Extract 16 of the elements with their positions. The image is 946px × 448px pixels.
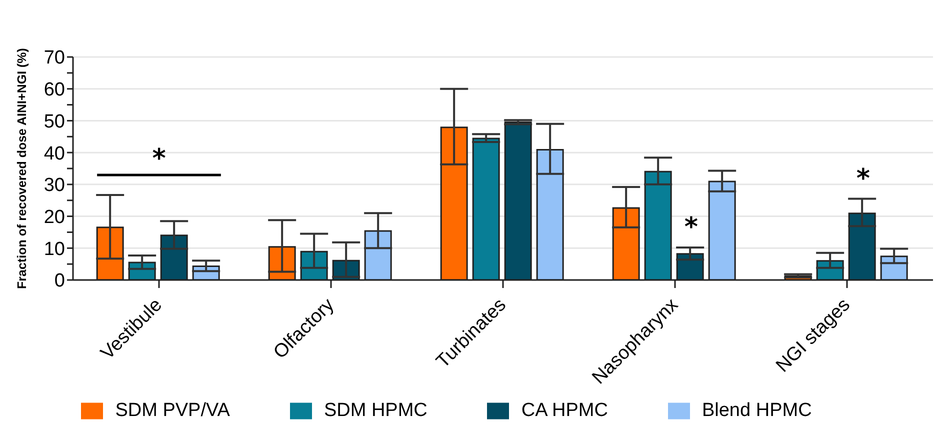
y-tick-label: 0: [54, 270, 65, 292]
y-tick-label: 40: [44, 143, 65, 164]
legend-label: SDM HPMC: [324, 400, 428, 422]
annotation: *: [152, 144, 166, 174]
y-tick-label: 20: [44, 207, 65, 228]
y-tick-label: 60: [44, 80, 65, 101]
annotation: *: [684, 212, 698, 243]
y-tick-label: 30: [44, 175, 65, 196]
y-tick-label: 70: [44, 48, 65, 69]
annotation: *: [856, 164, 870, 194]
legend-label: CA HPMC: [521, 400, 608, 422]
legend-label: SDM PVP/VA: [115, 400, 230, 422]
y-tick-label: 10: [44, 238, 65, 260]
y-tick-label: 50: [44, 111, 65, 132]
y-axis-title: Fraction of recovered dose AINI+NGI (%): [15, 48, 29, 289]
legend-label: Blend HPMC: [702, 400, 812, 422]
